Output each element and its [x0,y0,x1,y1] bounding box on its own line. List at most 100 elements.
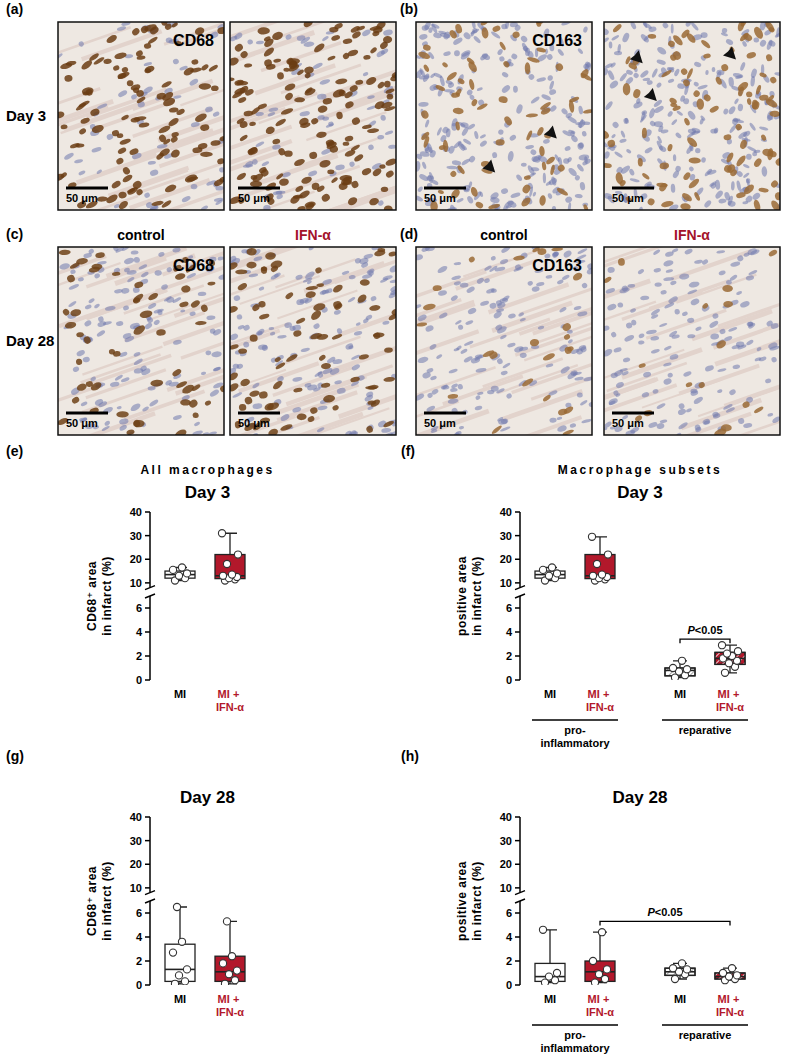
nucleus [684,248,694,256]
nucleus [302,277,312,283]
stained-cell [764,22,776,33]
stained-cell [127,80,134,87]
nucleus [577,392,583,398]
stained-cell [452,107,463,114]
nucleus [507,342,516,348]
nucleus [500,247,511,254]
stained-cell [563,333,571,340]
stained-cell [304,201,315,210]
stained-cell [257,103,268,110]
nucleus [181,195,191,203]
tissue-fiber [604,302,656,330]
nucleus [172,414,182,420]
stained-cell [316,131,328,139]
nucleus [688,166,695,173]
nucleus [425,324,435,333]
micrograph-background [604,247,780,435]
stained-cell [309,406,318,415]
nucleus [436,127,443,137]
nucleus [520,35,529,44]
stained-cell [300,175,313,185]
nucleus [441,385,450,390]
stain-label: CD163 [532,32,582,49]
nucleus [506,393,513,400]
nucleus [120,377,130,383]
stained-cell [759,94,769,101]
stained-cell [280,423,294,432]
nucleus [157,310,163,316]
nucleus [567,202,571,210]
nucleus [628,168,635,176]
nucleus [579,399,588,406]
nucleus [615,381,625,389]
stained-cell [207,281,215,286]
tissue-fiber [339,389,396,417]
micrograph-background [604,22,780,210]
stained-cell [219,175,224,183]
nucleus [154,270,162,276]
nucleus [319,289,329,296]
nucleus [653,105,665,115]
scale-bar [424,412,466,415]
scale-bar-label: 50 μm [612,192,644,204]
tissue-fiber [520,286,592,314]
stained-cell [525,62,531,74]
nucleus [699,118,704,125]
stained-cell [110,179,121,189]
stained-cell [356,25,366,32]
stained-cell [238,348,247,353]
nucleus [213,366,221,371]
nucleus [232,391,243,398]
nucleus [430,23,438,34]
nucleus [574,174,581,181]
nucleus [205,350,211,356]
nucleus [508,200,514,206]
nucleus [604,347,614,358]
stained-cell [583,109,592,115]
stained-cell [350,376,361,383]
nucleus [650,348,660,354]
nucleus [359,257,370,265]
stained-cell [135,188,144,197]
stained-cell [171,368,182,378]
nucleus [416,304,422,310]
tissue-fiber [515,327,592,355]
nucleus [549,80,555,90]
stained-cell [169,148,181,159]
stained-cell [579,68,590,80]
stained-cell [554,62,564,72]
nucleus [433,72,443,79]
stained-cell [88,52,100,62]
stained-cell [391,70,396,79]
nucleus [450,294,459,302]
stained-cell [293,157,306,167]
stained-cell [723,301,733,308]
stained-cell [327,55,336,61]
nucleus [212,366,221,372]
stained-cell [263,37,276,49]
nucleus [479,134,486,139]
nucleus [690,388,698,393]
nucleus [94,398,104,407]
nucleus [657,135,663,143]
scale-bar-label: 50 μm [612,417,644,429]
tissue-fiber [456,261,536,289]
stained-cell [313,42,326,54]
nucleus [714,189,724,200]
nucleus [119,424,128,432]
nucleus [564,145,571,152]
stained-cell [682,171,692,181]
nucleus [725,406,735,413]
column-label: IFN-α [295,227,331,243]
nucleus [248,273,258,278]
stained-cell [470,186,479,198]
tissue-fiber [512,365,592,393]
scale-bar-label: 50 μm [66,192,98,204]
nucleus [103,320,113,325]
tissue-fiber [133,131,213,159]
nucleus [611,34,620,41]
stained-cell [350,144,361,152]
nucleus [267,111,276,117]
nucleus [362,71,369,77]
nucleus [738,418,745,425]
